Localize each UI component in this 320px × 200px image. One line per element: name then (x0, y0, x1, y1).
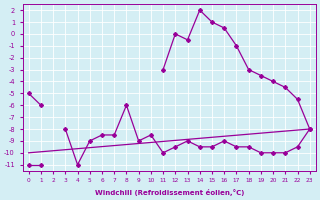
X-axis label: Windchill (Refroidissement éolien,°C): Windchill (Refroidissement éolien,°C) (94, 189, 244, 196)
